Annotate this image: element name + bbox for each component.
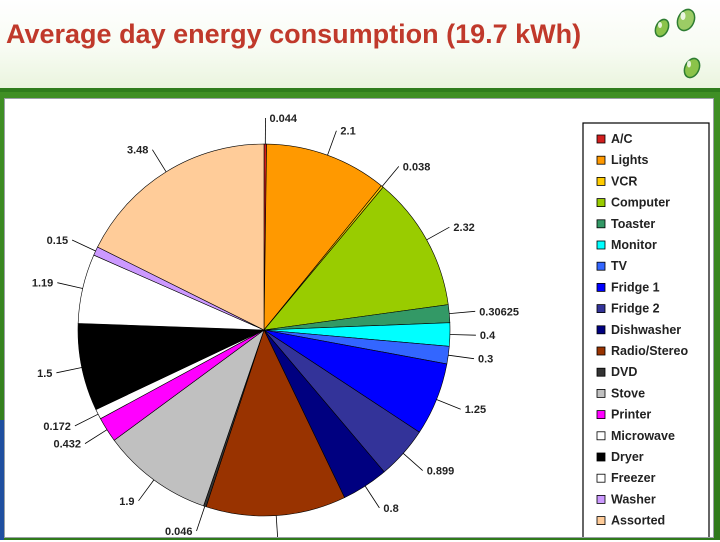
- data-label: 1.9: [119, 496, 134, 508]
- legend-swatch: [597, 135, 605, 143]
- data-label: 0.3: [478, 354, 493, 366]
- data-label: 1.25: [465, 404, 486, 416]
- legend-swatch: [597, 411, 605, 419]
- legend-swatch: [597, 326, 605, 334]
- slide-title: Average day energy consumption (19.7 kWh…: [6, 16, 646, 52]
- legend-label: Washer: [611, 492, 656, 506]
- legend-label: VCR: [611, 174, 637, 188]
- leader-line: [403, 453, 423, 470]
- data-label: 2.32: [453, 222, 474, 234]
- data-label: 0.172: [43, 421, 71, 433]
- data-label: 2.4: [282, 537, 298, 538]
- legend-label: Toaster: [611, 217, 655, 231]
- data-label: 2.1: [340, 126, 355, 138]
- legend-swatch: [597, 241, 605, 249]
- legend-swatch: [597, 262, 605, 270]
- legend-label: Fridge 1: [611, 280, 660, 294]
- data-label: 0.899: [427, 466, 455, 478]
- data-label: 3.48: [127, 145, 148, 157]
- leader-line: [449, 311, 475, 313]
- leader-line: [382, 166, 399, 186]
- data-label: 0.046: [165, 526, 193, 537]
- leader-line: [139, 480, 154, 501]
- drop-icon: [653, 17, 671, 38]
- legend-label: Computer: [611, 196, 670, 210]
- legend-label: Dishwasher: [611, 323, 681, 337]
- leader-line: [276, 516, 278, 537]
- leader-line: [152, 150, 166, 172]
- legend-swatch: [597, 199, 605, 207]
- legend-swatch: [597, 347, 605, 355]
- legend-label: Monitor: [611, 238, 657, 252]
- legend-swatch: [597, 495, 605, 503]
- legend-swatch: [597, 432, 605, 440]
- legend-swatch: [597, 453, 605, 461]
- leader-line: [448, 355, 474, 359]
- legend-swatch: [597, 368, 605, 376]
- legend-swatch: [597, 220, 605, 228]
- drop-icon: [674, 7, 698, 34]
- legend-label: Printer: [611, 408, 651, 422]
- legend-swatch: [597, 156, 605, 164]
- legend-swatch: [597, 517, 605, 525]
- data-label: 0.30625: [479, 306, 519, 318]
- legend-swatch: [597, 474, 605, 482]
- legend-label: A/C: [611, 132, 633, 146]
- legend-label: Assorted: [611, 514, 665, 528]
- legend-label: Dryer: [611, 450, 644, 464]
- legend-label: Microwave: [611, 429, 675, 443]
- chart-frame: 0.044 2.1 0.038 2.32 0.30625 0.4 0.3 1.25 0.899 0…: [4, 98, 714, 538]
- leader-line: [328, 131, 337, 156]
- legend-swatch: [597, 305, 605, 313]
- data-label: 1.19: [32, 278, 53, 290]
- legend-swatch: [597, 283, 605, 291]
- data-label: 0.15: [47, 235, 68, 247]
- data-label: 1.5: [37, 368, 52, 380]
- drop-icon: [681, 56, 702, 80]
- data-label: 0.8: [383, 503, 398, 515]
- leader-line: [72, 240, 96, 251]
- legend-label: Stove: [611, 386, 645, 400]
- legend-swatch: [597, 177, 605, 185]
- leader-line: [437, 400, 461, 410]
- legend-label: Radio/Stereo: [611, 344, 688, 358]
- legend-swatch: [597, 389, 605, 397]
- data-label: 0.044: [270, 113, 298, 125]
- leader-line: [197, 506, 205, 531]
- data-label: 0.4: [480, 330, 496, 342]
- pie-chart: 0.044 2.1 0.038 2.32 0.30625 0.4 0.3 1.25 0.899 0…: [5, 99, 713, 537]
- water-drops-decoration: [640, 4, 720, 84]
- leader-line: [85, 430, 107, 444]
- leader-line: [450, 335, 476, 336]
- leader-line: [427, 227, 450, 240]
- legend-label: Lights: [611, 153, 649, 167]
- legend-label: TV: [611, 259, 628, 273]
- leader-line: [75, 414, 98, 426]
- leader-line: [56, 368, 81, 373]
- leader-line: [57, 283, 82, 289]
- data-label: 0.038: [403, 161, 431, 173]
- leader-line: [365, 486, 379, 508]
- legend-label: DVD: [611, 365, 637, 379]
- legend-label: Fridge 2: [611, 302, 660, 316]
- data-label: 0.432: [53, 439, 81, 451]
- legend-label: Freezer: [611, 471, 656, 485]
